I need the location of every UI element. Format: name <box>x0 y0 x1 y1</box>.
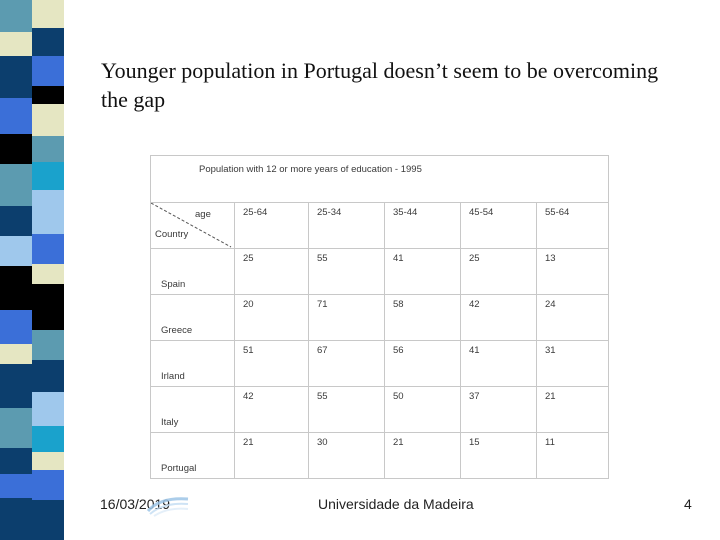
value-cell: 51 <box>234 340 309 387</box>
country-name: Greece <box>161 325 193 336</box>
value-cell: 41 <box>460 340 537 387</box>
country-cell: Spain <box>150 248 235 295</box>
country-name: Portugal <box>161 463 197 474</box>
header-age-label: age <box>195 209 211 220</box>
page-number: 4 <box>684 496 692 512</box>
value-cell: 24 <box>535 294 610 341</box>
column-header: 45-54 <box>460 202 537 249</box>
value-cell: 37 <box>460 386 537 433</box>
value-cell: 55 <box>308 248 385 295</box>
value-cell: 71 <box>308 294 385 341</box>
value-cell: 21 <box>384 432 461 479</box>
value-cell: 58 <box>384 294 461 341</box>
value-cell: 42 <box>234 386 309 433</box>
column-header: 35-44 <box>384 202 461 249</box>
header-country-label: Country <box>155 229 189 240</box>
value-cell: 25 <box>234 248 309 295</box>
university-logo-icon <box>146 493 190 517</box>
strip-column-left <box>0 0 32 540</box>
column-header: 55-64 <box>535 202 610 249</box>
table-header-row: age Country 25-64 25-34 35-44 45-54 55-6… <box>150 202 610 249</box>
value-cell: 21 <box>535 386 610 433</box>
value-cell: 21 <box>234 432 309 479</box>
strip-column-right <box>32 0 64 540</box>
value-cell: 50 <box>384 386 461 433</box>
country-name: Irland <box>161 371 185 382</box>
value-cell: 56 <box>384 340 461 387</box>
footer-institution: Universidade da Madeira <box>318 496 474 512</box>
value-cell: 42 <box>460 294 537 341</box>
country-cell: Irland <box>150 340 235 387</box>
data-table: Population with 12 or more years of educ… <box>149 155 610 479</box>
country-cell: Italy <box>150 386 235 433</box>
country-name: Italy <box>161 417 179 428</box>
value-cell: 30 <box>308 432 385 479</box>
decorative-strip <box>0 0 68 540</box>
table-row: Irland 51 67 56 41 31 <box>150 340 610 387</box>
table-caption: Population with 12 or more years of educ… <box>149 155 610 203</box>
diagonal-divider <box>151 203 232 248</box>
value-cell: 41 <box>384 248 461 295</box>
table-row: Portugal 21 30 21 15 11 <box>150 432 610 479</box>
value-cell: 67 <box>308 340 385 387</box>
value-cell: 11 <box>535 432 610 479</box>
table-row: Greece 20 71 58 42 24 <box>150 294 610 341</box>
country-cell: Greece <box>150 294 235 341</box>
education-table: Population with 12 or more years of educ… <box>149 155 610 479</box>
slide-title: Younger population in Portugal doesn’t s… <box>101 58 659 112</box>
country-name: Spain <box>161 279 186 290</box>
column-header: 25-34 <box>308 202 385 249</box>
value-cell: 55 <box>308 386 385 433</box>
value-cell: 20 <box>234 294 309 341</box>
value-cell: 13 <box>535 248 610 295</box>
country-cell: Portugal <box>150 432 235 479</box>
column-header: 25-64 <box>234 202 309 249</box>
value-cell: 31 <box>535 340 610 387</box>
value-cell: 25 <box>460 248 537 295</box>
table-row: Spain 25 55 41 25 13 <box>150 248 610 295</box>
header-corner-cell: age Country <box>150 202 235 249</box>
value-cell: 15 <box>460 432 537 479</box>
table-row: Italy 42 55 50 37 21 <box>150 386 610 433</box>
